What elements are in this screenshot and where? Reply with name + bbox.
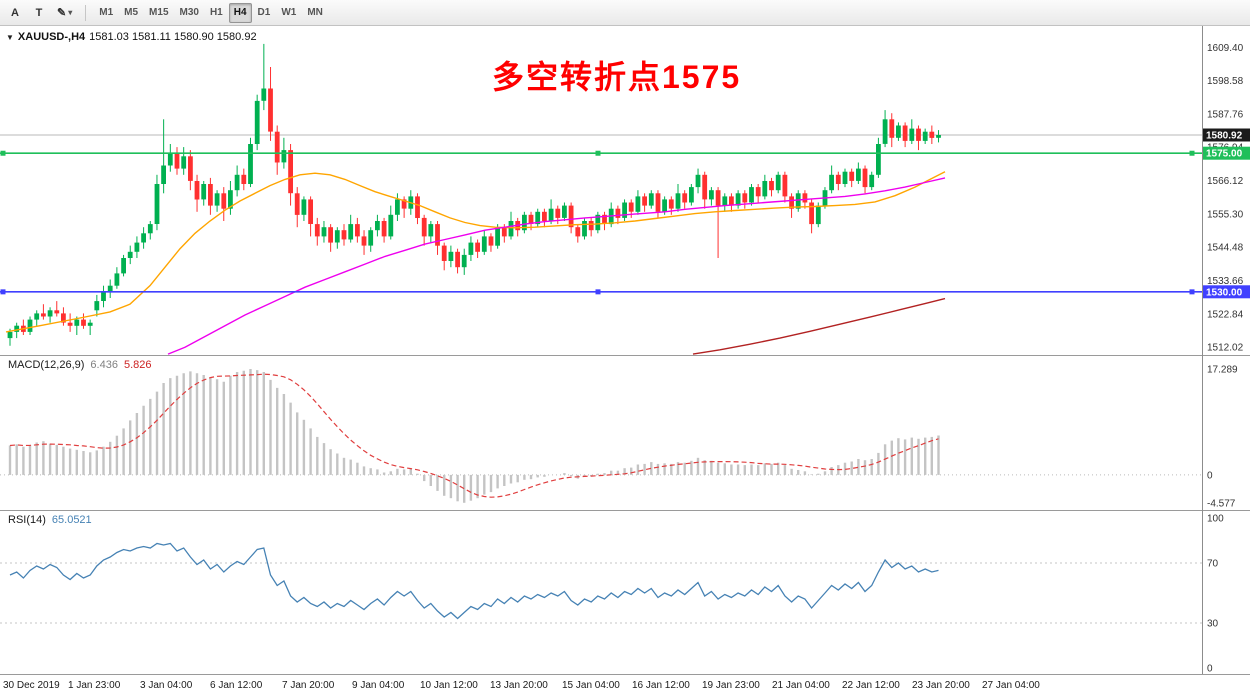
time-axis-label: 6 Jan 12:00 [210, 680, 263, 691]
timeframe-button-m5[interactable]: M5 [124, 7, 139, 18]
timeframe-button-h4[interactable]: H4 [228, 2, 252, 23]
time-axis-label: 7 Jan 20:00 [282, 680, 335, 691]
rsi-value: 65.0521 [51, 514, 92, 526]
timeframe-button-m1[interactable]: M1 [99, 7, 114, 18]
svg-text:1512.02: 1512.02 [1207, 343, 1244, 354]
time-axis-label: 15 Jan 04:00 [562, 680, 620, 691]
draw-tool-button[interactable]: ✎ ▾ [52, 3, 77, 23]
time-axis-label: 23 Jan 20:00 [912, 680, 970, 691]
svg-text:1598.58: 1598.58 [1207, 76, 1244, 87]
svg-text:100: 100 [1207, 514, 1224, 525]
support-line-1530[interactable] [0, 289, 1202, 295]
svg-text:1555.30: 1555.30 [1207, 209, 1244, 220]
svg-text:70: 70 [1207, 559, 1219, 570]
time-axis-label: 30 Dec 2019 [3, 680, 60, 691]
rsi-label: RSI(14) 65.0521 [8, 514, 92, 526]
svg-text:1575.00: 1575.00 [1206, 149, 1243, 160]
support-line-1530-price-tag: 1530.00 [1203, 285, 1250, 299]
svg-text:1533.66: 1533.66 [1207, 276, 1244, 287]
time-axis-label: 19 Jan 23:00 [702, 680, 760, 691]
ohlc-values: 1581.03 1581.11 1580.90 1580.92 [89, 31, 257, 43]
svg-text:1587.76: 1587.76 [1207, 109, 1244, 120]
price-axis: 1609.401598.581587.761576.941566.121555.… [1207, 43, 1244, 354]
svg-text:1609.40: 1609.40 [1207, 43, 1244, 54]
timeframe-buttons: M1 M5 M15 M30 H1 H4 D1 W1 MN [94, 2, 328, 23]
candles [7, 43, 941, 346]
rsi-panel-canvas[interactable]: 100 70 30 0 [0, 510, 1250, 674]
rsi-axis: 100 70 30 0 [1207, 514, 1224, 675]
ma-fast-orange [5, 171, 946, 333]
time-axis-label: 1 Jan 23:00 [68, 680, 121, 691]
current-price-tag: 1580.92 [1203, 128, 1250, 142]
time-axis-label: 10 Jan 12:00 [420, 680, 478, 691]
macd-label: MACD(12,26,9) 6.436 5.826 [8, 359, 151, 371]
timeframe-button-m30[interactable]: M30 [179, 7, 199, 18]
svg-text:1580.92: 1580.92 [1206, 131, 1243, 142]
time-axis[interactable]: 30 Dec 2019 1 Jan 23:00 3 Jan 04:00 6 Jan 1… [0, 674, 1250, 696]
chart-toolbar: A T ✎ ▾ M1 M5 M15 M30 H1 H4 D1 W1 MN [0, 0, 1250, 26]
timeframe-button-d1[interactable]: D1 [257, 7, 271, 18]
timeframe-button-mn[interactable]: MN [307, 7, 323, 18]
svg-text:0: 0 [1207, 664, 1213, 675]
svg-text:1530.00: 1530.00 [1206, 287, 1243, 298]
pencil-icon: ✎ [57, 7, 67, 19]
symbol-timeframe-label: XAUUSD-,H4 [17, 31, 86, 43]
main-chart-canvas[interactable]: 1609.401598.581587.761576.941566.121555.… [0, 26, 1250, 355]
time-axis-label: 13 Jan 20:00 [490, 680, 548, 691]
macd-signal-line [9, 373, 939, 498]
timeframe-button-w1[interactable]: W1 [281, 7, 297, 18]
rsi-line [9, 542, 939, 620]
macd-signal-value: 5.826 [123, 359, 152, 371]
macd-axis: 17.289 0 -4.577 [1207, 365, 1238, 510]
symbol-info: ▼ XAUUSD-,H4 1581.03 1581.11 1580.90 158… [6, 31, 257, 43]
svg-text:30: 30 [1207, 619, 1219, 630]
svg-text:17.289: 17.289 [1207, 365, 1238, 376]
time-axis-label: 3 Jan 04:00 [140, 680, 193, 691]
svg-text:1544.48: 1544.48 [1207, 243, 1244, 254]
svg-text:1566.12: 1566.12 [1207, 176, 1244, 187]
timeframe-button-m15[interactable]: M15 [149, 7, 169, 18]
chart-annotation-text[interactable]: 多空转折点1575 [492, 59, 742, 95]
macd-name: MACD(12,26,9) [8, 359, 85, 371]
svg-text:0: 0 [1207, 470, 1213, 481]
time-axis-label: 21 Jan 04:00 [772, 680, 830, 691]
time-axis-label: 9 Jan 04:00 [352, 680, 405, 691]
support-line-1575[interactable] [0, 150, 1202, 156]
toolbar-separator [85, 4, 87, 21]
chevron-down-icon: ▾ [68, 8, 73, 17]
svg-text:-4.577: -4.577 [1207, 499, 1236, 510]
timeframe-button-h1[interactable]: H1 [209, 7, 223, 18]
text-label-tool-button[interactable]: A [11, 6, 19, 19]
macd-histogram [8, 369, 940, 503]
time-axis-label: 27 Jan 04:00 [982, 680, 1040, 691]
ma-long-darkred [692, 297, 946, 355]
rsi-name: RSI(14) [8, 514, 46, 526]
svg-text:1522.84: 1522.84 [1207, 309, 1244, 320]
macd-panel-canvas[interactable]: 17.289 0 -4.577 [0, 355, 1250, 510]
type-tool-button[interactable]: T [35, 6, 43, 19]
time-axis-label: 16 Jan 12:00 [632, 680, 690, 691]
ma-slow-magenta [167, 177, 946, 355]
support-line-1575-price-tag: 1575.00 [1203, 146, 1250, 160]
macd-main-value: 6.436 [90, 359, 118, 371]
symbol-dropdown-icon[interactable]: ▼ [6, 32, 14, 42]
time-axis-label: 22 Jan 12:00 [842, 680, 900, 691]
